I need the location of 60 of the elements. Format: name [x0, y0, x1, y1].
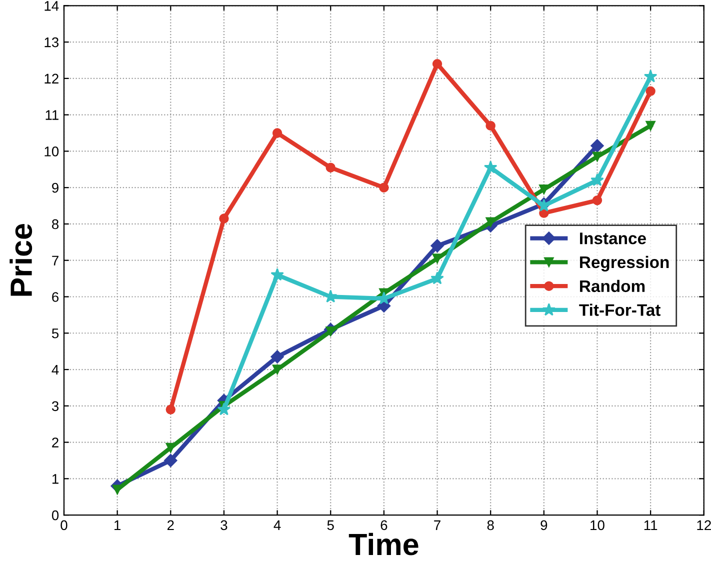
point	[432, 254, 442, 264]
y-tick-label: 8	[52, 219, 59, 230]
point	[644, 70, 658, 82]
y-tick-label: 5	[52, 328, 59, 338]
x-tick-label: 5	[327, 520, 334, 530]
point	[646, 86, 656, 96]
point	[219, 214, 229, 224]
legend-label: Random	[580, 280, 645, 292]
point	[326, 162, 336, 172]
x-tick-label: 1	[114, 520, 120, 530]
point	[592, 195, 602, 206]
point	[166, 442, 176, 453]
y-axis-title: Price	[10, 224, 32, 296]
point	[272, 128, 282, 138]
point	[539, 184, 549, 194]
point	[486, 217, 496, 228]
point	[486, 120, 496, 131]
x-tick-label: 7	[434, 520, 440, 530]
y-tick-label: 13	[44, 37, 59, 48]
x-tick-label: 2	[167, 520, 174, 530]
point	[484, 160, 498, 174]
point	[646, 120, 656, 131]
y-tick-label: 10	[44, 146, 59, 156]
point	[379, 182, 389, 192]
x-tick-label: 3	[220, 520, 228, 530]
y-tick-label: 14	[44, 1, 59, 11]
x-tick-label: 4	[274, 520, 281, 530]
point	[590, 173, 604, 186]
point	[270, 350, 284, 364]
y-tick-label: 6	[52, 292, 59, 302]
x-tick-label: 10	[590, 520, 604, 530]
y-tick-label: 7	[52, 256, 58, 266]
point	[592, 152, 602, 162]
y-tick-label: 3	[52, 401, 59, 412]
x-tick-label: 0	[60, 520, 68, 530]
legend-label: Regression	[580, 256, 669, 272]
point	[164, 454, 178, 468]
x-tick-label: 9	[540, 520, 548, 530]
point	[590, 139, 604, 152]
x-tick-label: 12	[697, 520, 711, 530]
point	[272, 364, 282, 374]
y-tick-label: 12	[44, 74, 58, 84]
legend-label: Tit-For-Tat	[579, 304, 661, 316]
point	[430, 272, 444, 284]
x-tick-label: 8	[487, 520, 494, 530]
legend-label: Instance	[580, 232, 646, 244]
point	[217, 402, 231, 416]
y-tick-label: 9	[52, 182, 58, 193]
point	[166, 404, 176, 414]
x-tick-label: 6	[380, 520, 388, 530]
point	[430, 239, 444, 252]
y-tick-label: 11	[46, 110, 58, 120]
y-tick-label: 0	[52, 510, 59, 520]
y-tick-label: 4	[52, 364, 59, 375]
x-tick-label: 11	[644, 520, 658, 530]
y-tick-label: 2	[52, 438, 58, 448]
x-axis-title: Time	[348, 532, 418, 556]
y-tick-label: 1	[52, 474, 58, 484]
point	[432, 59, 442, 69]
point	[270, 268, 284, 281]
